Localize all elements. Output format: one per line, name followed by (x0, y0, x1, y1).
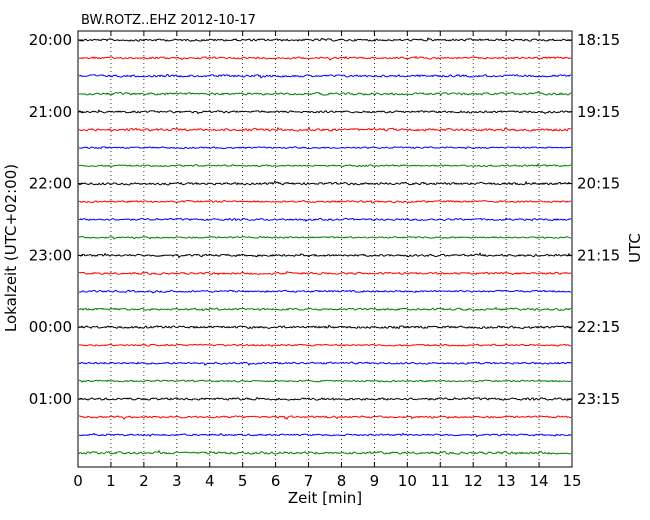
trace-line (78, 91, 572, 96)
right-tick-label: 23:15 (577, 390, 620, 408)
left-tick-label: 21:00 (29, 103, 72, 121)
x-tick-label: 13 (497, 472, 516, 490)
right-tick-label: 19:15 (577, 103, 620, 121)
chart-title: BW.ROTZ..EHZ 2012-10-17 (81, 13, 256, 28)
trace-line (78, 396, 572, 401)
left-tick-label: 22:00 (29, 175, 72, 193)
trace-line (78, 343, 572, 348)
trace-line (78, 217, 572, 223)
x-tick-label: 3 (172, 472, 182, 490)
x-tick-label: 4 (205, 472, 215, 490)
trace-line (78, 180, 572, 186)
trace-line (78, 37, 572, 42)
trace-line (78, 235, 572, 240)
trace-line (78, 109, 572, 115)
right-tick-label: 18:15 (577, 31, 620, 49)
trace-line (78, 415, 572, 420)
left-y-axis-label: Lokalzeit (UTC+02:00) (2, 164, 20, 332)
trace-line (79, 55, 572, 61)
x-axis-label: Zeit [min] (288, 489, 362, 507)
x-tick-label: 7 (304, 472, 314, 490)
trace-line (78, 306, 572, 312)
right-y-axis-label: UTC (626, 233, 644, 263)
right-tick-label: 21:15 (577, 246, 620, 264)
trace-line (78, 163, 572, 168)
left-tick-label: 20:00 (29, 31, 72, 49)
trace-line (78, 146, 572, 150)
trace-line (78, 361, 572, 366)
x-tick-label: 9 (370, 472, 380, 490)
axes: 0 1 2 3 4 5 6 7 8 9 10 11 12 13 14 1520:0021:0022:0023:… (29, 31, 620, 490)
x-tick-label: 12 (464, 472, 483, 490)
x-tick-label: 8 (337, 472, 347, 490)
trace-line (78, 324, 572, 330)
left-tick-label: 01:00 (29, 390, 72, 408)
trace-line (78, 126, 572, 132)
x-tick-label: 1 (106, 472, 116, 490)
trace-line (78, 252, 572, 259)
trace-line (78, 73, 572, 79)
x-tick-label: 6 (271, 472, 281, 490)
x-tick-label: 0 (73, 472, 83, 490)
trace-line (78, 432, 572, 438)
grid (110, 31, 540, 467)
x-tick-label: 5 (238, 472, 248, 490)
trace-line (78, 270, 572, 276)
trace-line (78, 199, 572, 204)
x-tick-label: 14 (530, 472, 549, 490)
trace-line (78, 289, 572, 294)
x-tick-label: 15 (562, 472, 581, 490)
trace-line (78, 449, 572, 456)
x-tick-label: 2 (139, 472, 149, 490)
x-tick-label: 11 (431, 472, 450, 490)
plot-frame (77, 30, 573, 468)
x-tick-label: 10 (398, 472, 417, 490)
left-tick-label: 00:00 (29, 318, 72, 336)
trace-line (78, 379, 572, 383)
left-tick-label: 23:00 (29, 246, 72, 264)
right-tick-label: 20:15 (577, 175, 620, 193)
traces (78, 37, 572, 456)
right-tick-label: 22:15 (577, 318, 620, 336)
